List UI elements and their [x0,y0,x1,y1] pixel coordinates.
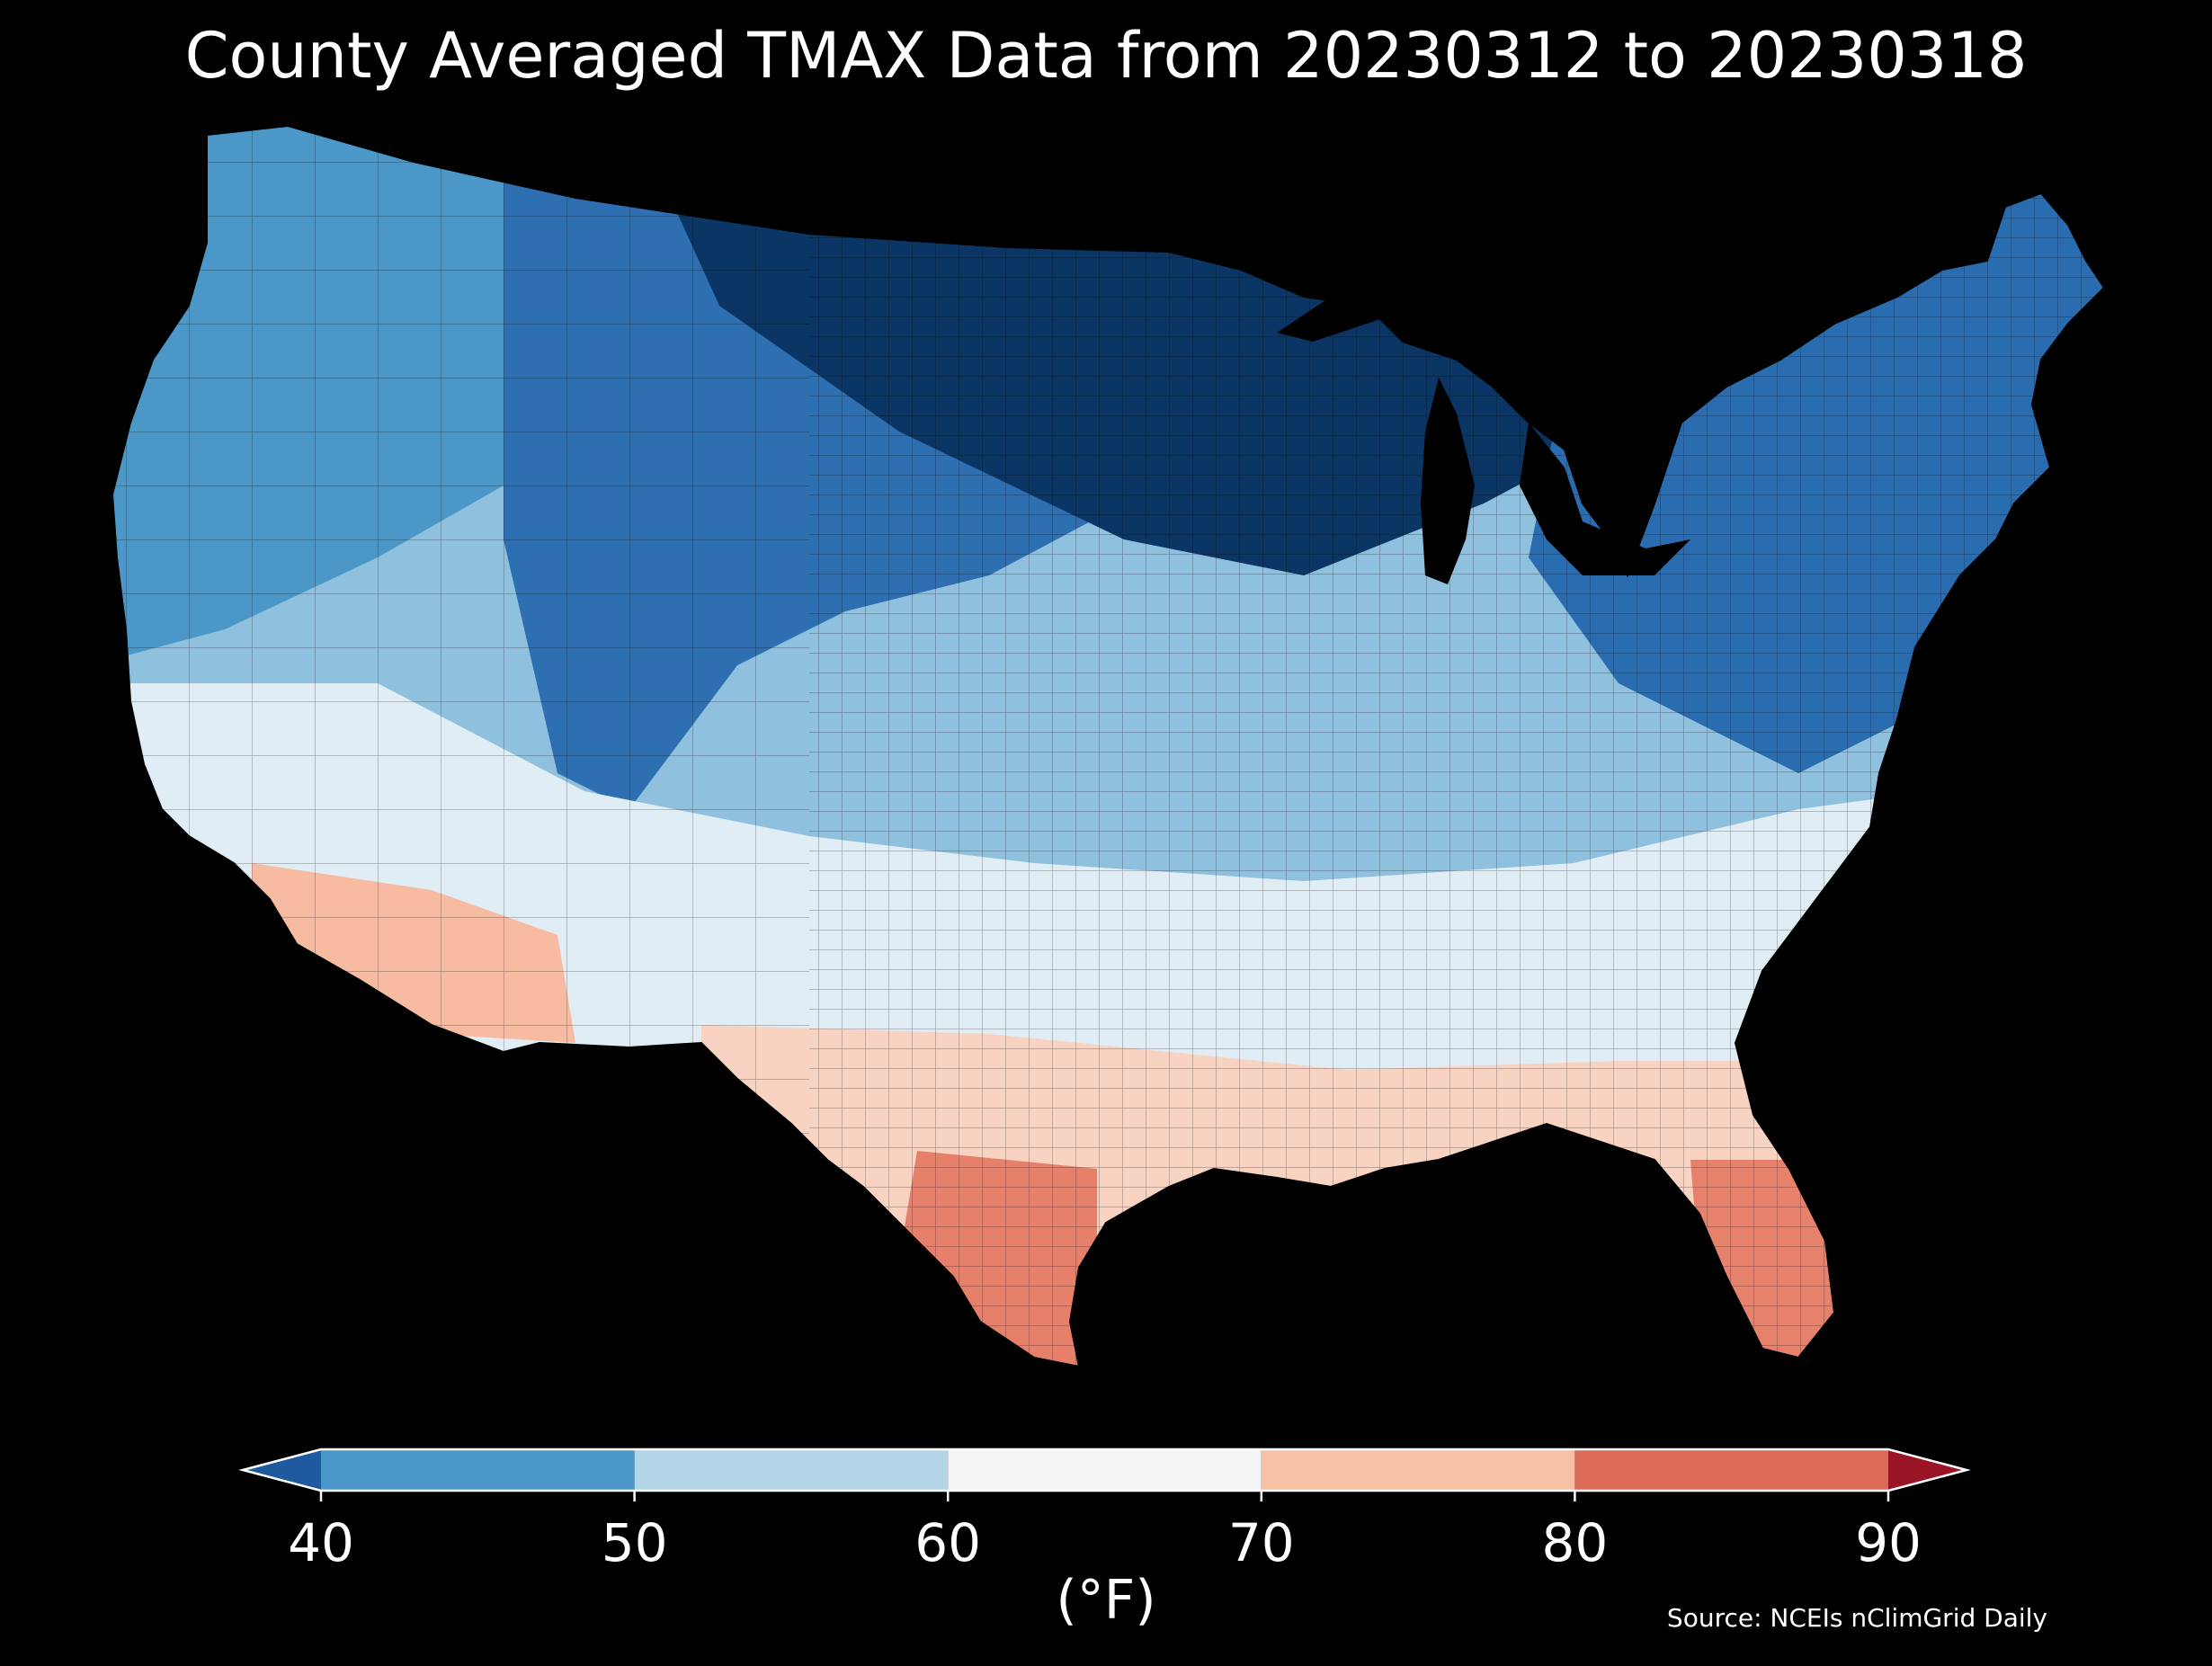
colorbar-tick-label: 50 [602,1512,668,1573]
colorbar-extend-under [243,1449,321,1491]
colorbar-bin [321,1449,635,1491]
colorbar-tick-label: 80 [1541,1512,1608,1573]
colorbar-tick-label: 70 [1228,1512,1295,1573]
lake-superior [1277,270,1439,342]
colorbar-unit-label: (°F) [1056,1569,1156,1632]
colorbar-tick-label: 90 [1855,1512,1922,1573]
colorbar-bin [1574,1449,1888,1491]
lake-huron-erie [1520,423,1690,575]
colorbar-bin [1261,1449,1575,1491]
colorbar-bin [948,1449,1262,1491]
lake-michigan [1421,378,1475,584]
map-title: County Averaged TMAX Data from 20230312 … [184,19,2028,93]
colorbar-bin [634,1449,949,1491]
colorbar-tick-label: 40 [288,1512,354,1573]
colorbar-extend-over [1888,1449,1967,1491]
source-note: Source: NCEIs nClimGrid Daily [1666,1603,2047,1633]
colorbar-tick-label: 60 [914,1512,981,1573]
